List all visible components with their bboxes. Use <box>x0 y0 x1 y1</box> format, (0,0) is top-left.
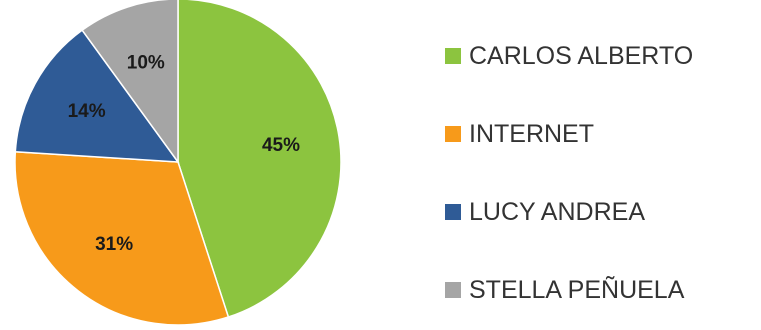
legend-label-internet: INTERNET <box>469 120 594 148</box>
data-label-internet: 31% <box>95 234 133 255</box>
legend-label-stella-penuela: STELLA PEÑUELA <box>469 275 685 304</box>
pie-slice-internet <box>14 150 230 326</box>
data-label-lucy-andrea: 14% <box>68 101 106 122</box>
legend-swatch-internet <box>445 126 461 142</box>
pie-slice-carlos-alberto <box>177 0 342 318</box>
legend-item-carlos-alberto: CARLOS ALBERTO <box>445 42 693 70</box>
legend-item-lucy-andrea: LUCY ANDREA <box>445 198 645 226</box>
legend-item-internet: INTERNET <box>445 120 594 148</box>
legend-item-stella-penuela: STELLA PEÑUELA <box>445 275 685 304</box>
legend-label-lucy-andrea: LUCY ANDREA <box>469 198 645 226</box>
data-label-carlos-alberto: 45% <box>262 135 300 156</box>
data-label-stella-penuela: 10% <box>127 52 165 73</box>
chart-legend: CARLOS ALBERTO INTERNET LUCY ANDREA STELLA … <box>445 42 693 304</box>
legend-label-carlos-alberto: CARLOS ALBERTO <box>469 42 693 70</box>
pie-slice-lucy-andrea <box>14 29 180 163</box>
legend-swatch-carlos-alberto <box>445 48 461 64</box>
pie-data-labels: 45% 31% 14% 10% <box>68 52 301 255</box>
pie-slices <box>14 0 342 326</box>
pie-slice-stella-penuela <box>81 0 179 165</box>
legend-swatch-stella-penuela <box>445 282 461 298</box>
legend-swatch-lucy-andrea <box>445 204 461 220</box>
